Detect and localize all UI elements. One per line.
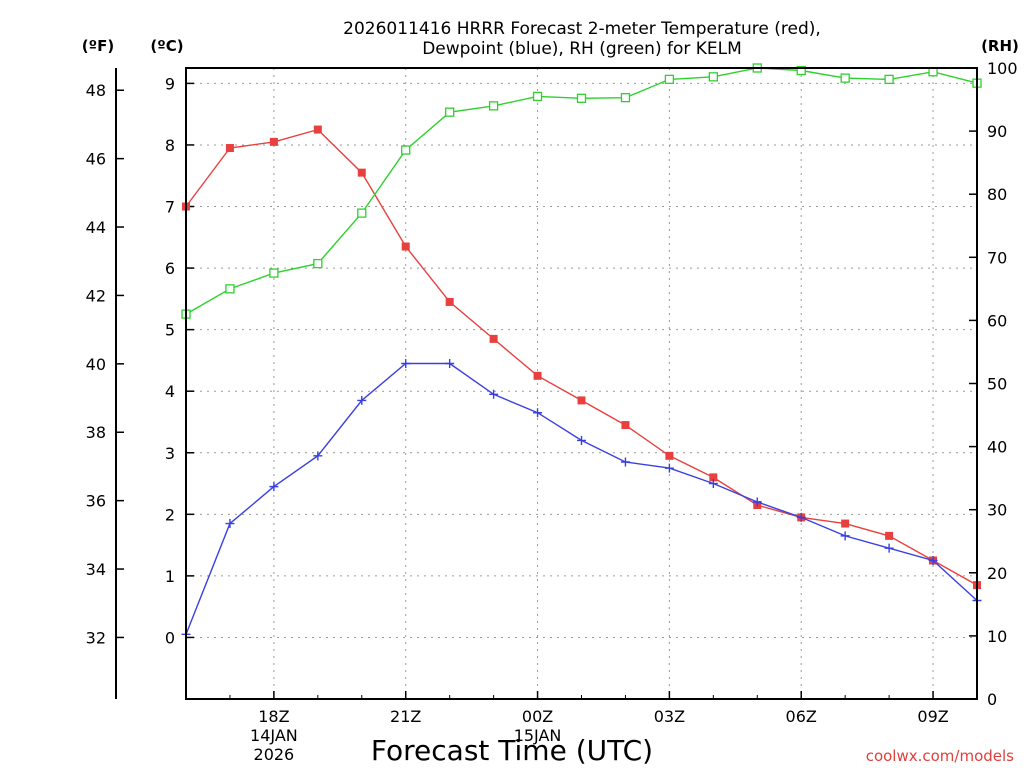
temperature-point (269, 137, 278, 146)
temperature-point (841, 519, 850, 528)
rh-line (185, 67, 978, 315)
rh-point (313, 258, 323, 269)
plot-frame (185, 67, 978, 700)
temperature-point (313, 125, 322, 134)
dewpoint-point (884, 543, 894, 553)
dewpoint-point (269, 482, 279, 492)
rh-tick-label: 30 (987, 501, 1007, 520)
fahrenheit-tick-label: 40 (86, 355, 106, 374)
rh-point (708, 72, 718, 82)
celsius-tick-label: 5 (165, 321, 175, 340)
temperature-point (885, 531, 894, 540)
rh-tick-label: 20 (987, 564, 1007, 583)
dewpoint-point (708, 479, 718, 489)
celsius-unit-label: (ºC) (150, 37, 183, 55)
celsius-tick-label: 3 (165, 444, 175, 463)
rh-point (225, 284, 235, 294)
dewpoint-point (313, 451, 323, 461)
temperature-point (401, 242, 410, 251)
dewpoint-point (445, 358, 455, 368)
x-tick-label: 06Z (786, 707, 817, 726)
x-tick-date-label: 14JAN (250, 726, 298, 745)
dewpoint-point (357, 395, 367, 405)
celsius-tick-label: 2 (165, 505, 175, 524)
fahrenheit-tick-label: 42 (86, 286, 106, 305)
temperature-point (489, 334, 498, 343)
rh-tick-label: 80 (987, 185, 1007, 204)
rh-tick-label: 0 (987, 690, 997, 709)
rh-point (796, 65, 806, 76)
temperature-point (709, 473, 718, 482)
rh-tick-label: 40 (987, 438, 1007, 457)
dewpoint-point (796, 512, 806, 522)
fahrenheit-tick-label: 38 (86, 423, 106, 442)
chart-title-line-2: Dewpoint (blue), RH (green) for KELM (422, 39, 742, 59)
fahrenheit-tick-label: 44 (86, 218, 106, 237)
temperature-line (185, 128, 978, 586)
chart-title-line-1: 2026011416 HRRR Forecast 2-meter Tempera… (343, 19, 821, 39)
celsius-tick-label: 8 (165, 136, 175, 155)
x-tick-label: 18Z (258, 707, 289, 726)
celsius-tick-label: 7 (165, 198, 175, 217)
rh-point (532, 91, 543, 102)
dewpoint-point (577, 435, 586, 445)
x-tick-label: 00Z (522, 707, 553, 726)
dewpoint-point (664, 463, 674, 473)
rh-point (488, 101, 499, 111)
dewpoint-point (928, 555, 938, 565)
rh-point (357, 208, 367, 218)
x-tick-label: 09Z (917, 707, 948, 726)
fahrenheit-tick-label: 32 (86, 628, 106, 647)
rh-point (401, 145, 411, 155)
celsius-tick-label: 9 (165, 74, 175, 93)
fahrenheit-tick-label: 46 (86, 150, 106, 169)
rh-tick-label: 100 (987, 59, 1018, 78)
celsius-tick-label: 6 (165, 259, 175, 278)
fahrenheit-tick-label: 48 (86, 81, 106, 100)
temperature-point (665, 451, 674, 460)
dewpoint-point (489, 389, 499, 399)
temperature-point (357, 168, 366, 177)
dewpoint-point (401, 358, 411, 368)
celsius-tick-label: 4 (165, 382, 175, 401)
rh-point (884, 74, 894, 85)
temperature-point (533, 371, 542, 380)
dewpoint-point (752, 497, 762, 507)
rh-point (269, 268, 279, 278)
temperature-point (445, 297, 454, 306)
temperature-point (577, 396, 586, 405)
x-tick-label: 03Z (654, 707, 685, 726)
data-series (181, 63, 982, 639)
temperature-point (225, 144, 234, 153)
temperature-point (621, 421, 630, 430)
x-tick-date-label: 15JAN (514, 726, 562, 745)
rh-tick-label: 60 (987, 311, 1007, 330)
credit-text: coolwx.com/models (866, 747, 1014, 765)
rh-tick-label: 50 (987, 375, 1007, 394)
fahrenheit-tick-label: 34 (86, 560, 106, 579)
rh-tick-label: 10 (987, 627, 1007, 646)
x-tick-year-label: 2026 (254, 745, 295, 764)
celsius-tick-label: 1 (165, 567, 175, 586)
rh-point (620, 93, 631, 103)
gridlines (186, 68, 977, 699)
dewpoint-point (620, 457, 630, 467)
rh-point (445, 107, 455, 117)
x-axis-label: Forecast Time (UTC) (371, 734, 653, 767)
celsius-tick-label: 0 (165, 628, 175, 647)
rh-point (664, 74, 675, 85)
dewpoint-point (225, 519, 235, 529)
rh-point (840, 73, 850, 83)
dewpoint-point (840, 531, 850, 541)
rh-point (576, 93, 587, 103)
rh-tick-label: 90 (987, 122, 1007, 141)
rh-unit-label: (RH) (981, 37, 1019, 55)
dewpoint-point (533, 408, 543, 418)
fahrenheit-unit-label: (ºF) (82, 37, 114, 55)
rh-tick-label: 70 (987, 248, 1007, 267)
fahrenheit-tick-label: 36 (86, 492, 106, 511)
x-tick-label: 21Z (390, 707, 421, 726)
